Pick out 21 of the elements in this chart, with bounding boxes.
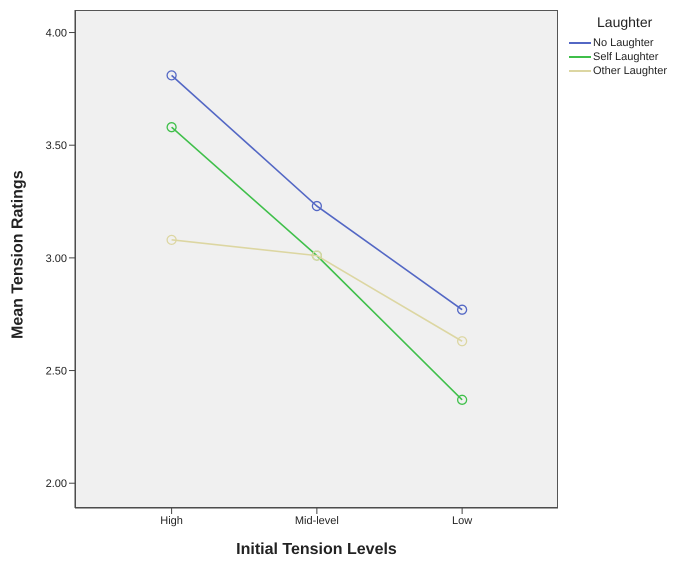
legend-label: Self Laughter [593,51,658,63]
y-axis-title: Mean Tension Ratings [10,170,27,339]
point [456,394,468,405]
x-axis-title: Initial Tension Levels [236,541,397,558]
point [456,304,468,315]
legend-label: Other Laughter [593,65,667,77]
x-tick-label: Low [452,514,472,527]
point [456,336,468,346]
x-tick-label: High [160,514,183,527]
point [166,234,177,245]
y-tick-label: 2.00 [46,478,67,490]
x-tick-label: Mid-level [294,514,339,527]
y-tick-label: 4.00 [46,27,67,40]
legend-label: No Laughter [593,37,654,49]
point [166,70,177,80]
point [312,200,322,212]
y-tick-label: 3.50 [46,140,67,152]
y-tick-label: 3.00 [46,252,67,265]
legend-title: Laughter [597,14,654,30]
y-tick-label: 2.50 [46,365,67,378]
point [166,122,177,132]
